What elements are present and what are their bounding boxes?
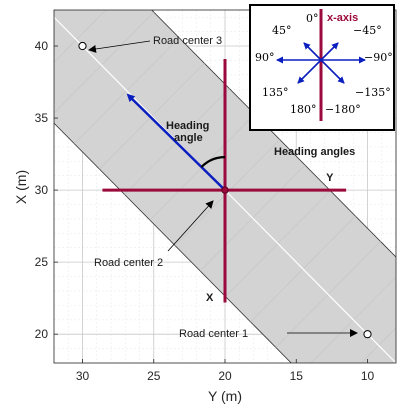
y-tick-labels: 20 25 30 35 40 — [35, 39, 58, 341]
y-tick-label: 20 — [35, 327, 49, 341]
inset-angle-minus45: −45° — [353, 24, 382, 37]
road-center-points — [78, 41, 372, 339]
road-center-3-label: Road center 3 — [153, 35, 222, 47]
road-center-marker — [221, 186, 229, 194]
inset-title: Heading angles — [274, 146, 355, 158]
inset-angle-0: 0° — [306, 12, 319, 25]
heading-angle-label-line2: angle — [174, 132, 203, 144]
inset-direction-arrow — [297, 59, 322, 84]
x-tick-label: 20 — [218, 369, 232, 383]
road-center-marker — [78, 41, 87, 51]
road-center-2-label: Road center 2 — [94, 257, 163, 269]
road-center-1-label: Road center 1 — [179, 328, 248, 340]
inset-x-axis-label: x-axis — [327, 12, 358, 24]
road-center-3-leader — [88, 40, 151, 53]
x-axis-label: Y (m) — [208, 388, 242, 404]
x-tick-label: 15 — [290, 369, 304, 383]
local-x-axis-label: X — [206, 292, 214, 304]
y-tick-label: 30 — [35, 183, 49, 197]
heading-angle-inset: x-axis 0° 45° −45° 90° −90° 135° −135° 1… — [249, 4, 395, 131]
inset-angle-135: 135° — [262, 86, 289, 99]
inset-direction-arrow — [320, 59, 345, 84]
heading-angle-label-line1: Heading — [166, 120, 209, 132]
inset-angle-180: 180° — [290, 103, 317, 116]
inset-direction-arrow — [303, 42, 322, 61]
inset-direction-arrow — [320, 42, 339, 61]
inset-angle-minus90: −90° — [364, 51, 393, 64]
x-tick-label: 25 — [147, 369, 161, 383]
x-tick-labels: 30 25 20 15 10 — [76, 359, 375, 383]
road-center-marker — [363, 330, 372, 339]
heading-angle-arc — [200, 156, 226, 168]
y-tick-label: 25 — [35, 255, 49, 269]
road-center-2-leader — [167, 200, 214, 252]
heading-vector-arrow — [126, 93, 226, 191]
inset-angle-45: 45° — [272, 24, 292, 37]
x-tick-label: 30 — [76, 369, 90, 383]
inset-angle-minus135: −135° — [355, 86, 391, 99]
local-y-axis-label: Y — [326, 172, 334, 184]
y-axis-label: X (m) — [13, 170, 29, 204]
y-tick-label: 35 — [35, 111, 49, 125]
x-tick-label: 10 — [361, 369, 375, 383]
y-tick-label: 40 — [35, 39, 49, 53]
inset-angle-minus180: −180° — [325, 103, 361, 116]
inset-angle-90: 90° — [255, 51, 275, 64]
inset-direction-arrows — [276, 42, 366, 84]
